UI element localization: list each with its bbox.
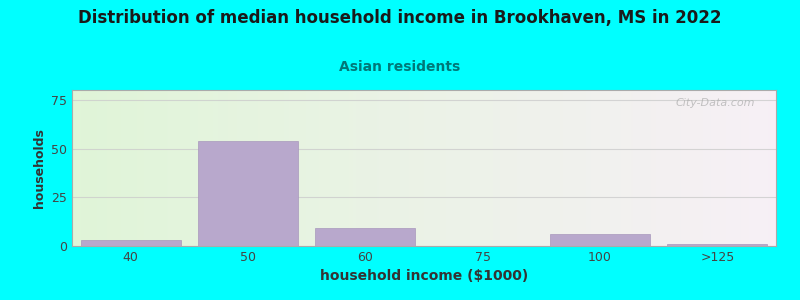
Text: Distribution of median household income in Brookhaven, MS in 2022: Distribution of median household income … xyxy=(78,9,722,27)
Bar xyxy=(198,141,298,246)
Text: City-Data.com: City-Data.com xyxy=(675,98,755,108)
Y-axis label: households: households xyxy=(33,128,46,208)
Bar xyxy=(550,234,650,246)
Bar xyxy=(667,244,767,246)
X-axis label: household income ($1000): household income ($1000) xyxy=(320,269,528,284)
Bar xyxy=(315,229,415,246)
Text: Asian residents: Asian residents xyxy=(339,60,461,74)
Bar xyxy=(81,240,181,246)
